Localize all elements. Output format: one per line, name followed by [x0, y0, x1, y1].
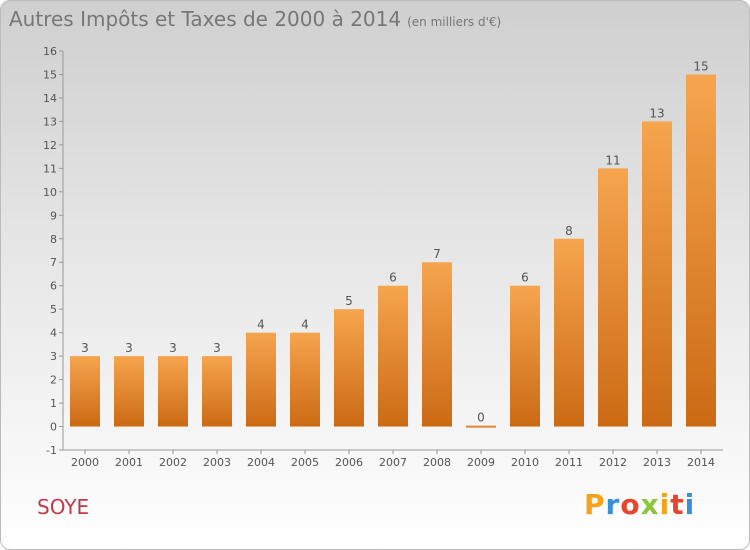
logo-letter: i — [659, 488, 671, 521]
y-tick-label: 1 — [50, 397, 57, 410]
logo-letter: o — [620, 488, 641, 521]
x-tick-label: 2005 — [291, 456, 319, 469]
y-tick-label: 0 — [50, 421, 57, 434]
bar-value-label: 8 — [565, 224, 573, 238]
y-tick-label: 12 — [43, 139, 57, 152]
x-tick-label: 2012 — [599, 456, 627, 469]
x-tick-label: 2002 — [159, 456, 187, 469]
x-tick-label: 2000 — [71, 456, 99, 469]
y-tick-label: 13 — [43, 115, 57, 128]
y-tick-label: 7 — [50, 256, 57, 269]
logo-letter: x — [640, 488, 660, 521]
y-tick-label: 14 — [43, 92, 57, 105]
bar-value-label: 15 — [693, 59, 708, 73]
bar — [378, 285, 408, 427]
y-tick-label: 16 — [43, 45, 57, 58]
y-tick-label: 15 — [43, 68, 57, 81]
bar-value-label: 7 — [433, 247, 441, 261]
bar — [246, 332, 276, 427]
bar — [642, 121, 672, 427]
y-tick-label: 11 — [43, 162, 57, 175]
x-tick-label: 2007 — [379, 456, 407, 469]
logo-letter: P — [584, 488, 606, 521]
x-tick-label: 2006 — [335, 456, 363, 469]
x-tick-label: 2003 — [203, 456, 231, 469]
bar — [202, 356, 232, 427]
x-tick-label: 2008 — [423, 456, 451, 469]
y-tick-label: 10 — [43, 186, 57, 199]
bar-value-label: 4 — [301, 318, 309, 332]
x-tick-label: 2014 — [687, 456, 715, 469]
bar — [422, 262, 452, 427]
bar — [686, 74, 716, 427]
x-tick-label: 2001 — [115, 456, 143, 469]
y-tick-label: 5 — [50, 303, 57, 316]
commune-name: SOYE — [37, 495, 90, 519]
title-line: Autres Impôts et Taxes de 2000 à 2014 (en… — [9, 7, 501, 31]
bar — [466, 425, 496, 428]
bar — [554, 238, 584, 427]
logo-letter: t — [670, 488, 685, 521]
bar — [334, 309, 364, 427]
logo-letter: i — [684, 488, 696, 521]
y-tick-label: 9 — [50, 209, 57, 222]
bar-value-label: 4 — [257, 318, 265, 332]
x-tick-label: 2011 — [555, 456, 583, 469]
x-tick-label: 2004 — [247, 456, 275, 469]
chart-subtitle: (en milliers d'€) — [407, 15, 502, 29]
bar-value-label: 11 — [605, 153, 620, 167]
y-tick-label: 3 — [50, 350, 57, 363]
bar — [290, 332, 320, 427]
bar-value-label: 5 — [345, 294, 353, 308]
x-tick-label: 2010 — [511, 456, 539, 469]
bar-value-label: 3 — [81, 341, 89, 355]
bar-value-label: 3 — [213, 341, 221, 355]
x-tick-label: 2009 — [467, 456, 495, 469]
y-tick-label: -1 — [46, 444, 57, 457]
proxiti-logo[interactable]: Proxiti — [584, 488, 695, 521]
y-tick-label: 2 — [50, 374, 57, 387]
chart-title: Autres Impôts et Taxes de 2000 à 2014 — [9, 7, 402, 31]
x-tick-label: 2013 — [643, 456, 671, 469]
bar-value-label: 3 — [169, 341, 177, 355]
bar-value-label: 3 — [125, 341, 133, 355]
y-tick-label: 6 — [50, 280, 57, 293]
y-tick-label: 4 — [50, 327, 57, 340]
bar-value-label: 13 — [649, 106, 664, 120]
logo-letter: r — [605, 488, 621, 521]
bar-value-label: 0 — [477, 411, 485, 425]
bar — [114, 356, 144, 427]
bar — [158, 356, 188, 427]
y-tick-label: 8 — [50, 233, 57, 246]
bar-value-label: 6 — [521, 271, 529, 285]
bar — [598, 168, 628, 427]
bar-value-label: 6 — [389, 271, 397, 285]
bar — [510, 285, 540, 427]
bar — [70, 356, 100, 427]
